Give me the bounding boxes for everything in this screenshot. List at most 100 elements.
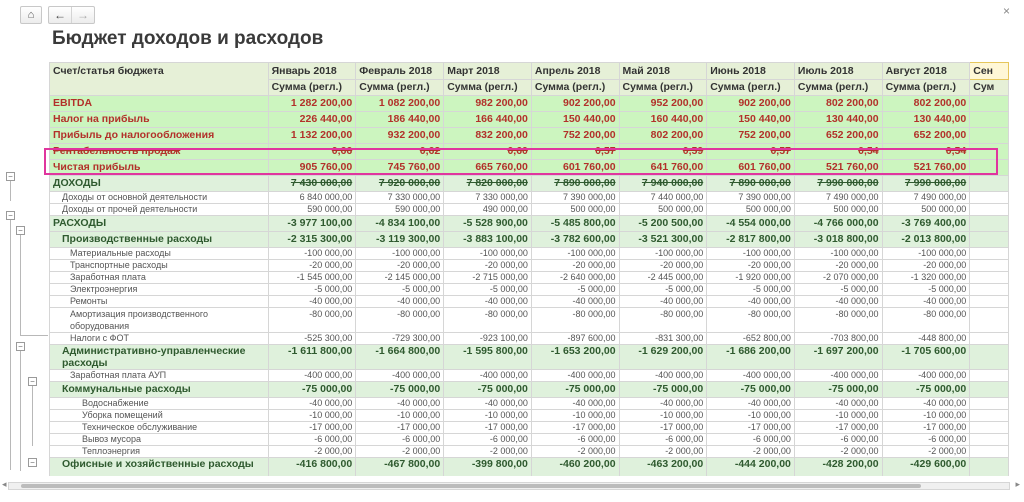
column-subheader[interactable]: Сумма (регл.) [443, 79, 532, 96]
table-cell[interactable]: 7 890 000,00 [530, 175, 620, 192]
column-header-account[interactable]: Счет/статья бюджета [49, 62, 269, 96]
table-cell[interactable] [969, 191, 1009, 204]
table-cell[interactable]: -2 715 000,00 [443, 271, 532, 284]
row-label[interactable]: Рентабельность продаж [49, 143, 269, 160]
table-cell[interactable]: -40 000,00 [881, 397, 971, 410]
scroll-left-icon[interactable]: ◂ [2, 479, 7, 489]
table-cell[interactable]: 7 440 000,00 [618, 191, 708, 204]
table-row[interactable]: Заработная плата АУП -400 000,00 -400 000,… [49, 369, 1009, 382]
table-cell[interactable]: 130 440,00 [793, 111, 883, 128]
table-cell[interactable]: -831 300,00 [618, 332, 708, 345]
table-cell[interactable]: -2 817 800,00 [706, 231, 795, 248]
column-header-month[interactable]: Март 2018 [443, 62, 532, 80]
table-cell[interactable]: 590 000,00 [355, 203, 445, 216]
table-cell[interactable] [969, 259, 1009, 272]
column-header-month[interactable]: Май 2018 [618, 62, 708, 80]
table-cell[interactable] [969, 433, 1009, 446]
table-cell[interactable]: -40 000,00 [793, 397, 883, 410]
table-cell[interactable]: -5 485 800,00 [530, 215, 620, 232]
row-label[interactable]: Налог на прибыль [49, 111, 269, 128]
table-cell[interactable]: -100 000,00 [355, 247, 445, 260]
table-cell[interactable]: -448 800,00 [881, 332, 971, 345]
table-cell[interactable]: 802 200,00 [881, 95, 971, 112]
table-cell[interactable]: 7 940 000,00 [618, 175, 708, 192]
table-cell[interactable]: -40 000,00 [267, 397, 357, 410]
row-label[interactable]: Доходы от прочей деятельности [49, 203, 269, 216]
table-cell[interactable]: -2 000,00 [267, 445, 357, 458]
table-cell[interactable] [969, 111, 1009, 128]
table-cell[interactable]: -2 445 000,00 [618, 271, 708, 284]
table-cell[interactable]: -1 664 800,00 [355, 344, 445, 370]
table-cell[interactable]: -17 000,00 [881, 421, 971, 434]
table-cell[interactable]: 652 200,00 [881, 127, 971, 144]
table-cell[interactable]: 745 760,00 [355, 159, 445, 176]
table-cell[interactable]: -80 000,00 [793, 307, 883, 333]
table-cell[interactable]: -400 000,00 [618, 369, 708, 382]
table-cell[interactable]: -75 000,00 [355, 381, 445, 398]
table-cell[interactable]: 7 820 000,00 [443, 175, 532, 192]
table-cell[interactable]: -652 800,00 [706, 332, 795, 345]
row-label[interactable]: Чистая прибыль [49, 159, 269, 176]
table-cell[interactable]: -40 000,00 [706, 397, 795, 410]
table-cell[interactable]: 905 760,00 [267, 159, 357, 176]
arrow-right-icon[interactable]: → [71, 7, 94, 23]
table-cell[interactable]: 0,54 [881, 143, 971, 160]
table-row[interactable]: EBITDA 1 282 200,00 1 082 200,00 982 200,00… [49, 95, 1009, 112]
table-cell[interactable]: -75 000,00 [881, 381, 971, 398]
table-cell[interactable]: -2 000,00 [443, 445, 532, 458]
table-cell[interactable]: -80 000,00 [881, 307, 971, 333]
table-cell[interactable]: -3 521 300,00 [618, 231, 708, 248]
table-cell[interactable]: 7 890 000,00 [706, 175, 795, 192]
table-cell[interactable]: 166 440,00 [443, 111, 532, 128]
table-cell[interactable]: 7 990 000,00 [793, 175, 883, 192]
column-header-month[interactable]: Февраль 2018 [355, 62, 445, 80]
column-subheader[interactable]: Сумма (регл.) [355, 79, 445, 96]
table-cell[interactable]: -463 200,00 [618, 457, 708, 476]
table-cell[interactable]: -17 000,00 [443, 421, 532, 434]
table-cell[interactable] [969, 369, 1009, 382]
column-subheader[interactable]: Сумма (регл.) [618, 79, 708, 96]
table-row[interactable]: Электроэнергия -5 000,00 -5 000,00 -5 000,0… [49, 283, 1009, 296]
table-cell[interactable]: -1 686 200,00 [706, 344, 795, 370]
row-label[interactable]: Ремонты [49, 295, 269, 308]
table-cell[interactable]: -40 000,00 [881, 295, 971, 308]
collapse-icon[interactable]: − [6, 211, 15, 220]
table-cell[interactable]: 7 490 000,00 [793, 191, 883, 204]
table-cell[interactable]: -17 000,00 [355, 421, 445, 434]
table-cell[interactable]: 902 200,00 [530, 95, 620, 112]
table-cell[interactable]: -6 000,00 [618, 433, 708, 446]
table-cell[interactable]: 150 440,00 [530, 111, 620, 128]
table-cell[interactable]: -100 000,00 [881, 247, 971, 260]
table-row[interactable]: Техническое обслуживание -17 000,00 -17 00… [49, 421, 1009, 434]
row-label[interactable]: Амортизация производственного оборудован… [49, 307, 269, 333]
table-cell[interactable]: -80 000,00 [706, 307, 795, 333]
table-cell[interactable]: 160 440,00 [618, 111, 708, 128]
table-cell[interactable]: -100 000,00 [618, 247, 708, 260]
table-row[interactable]: Транспортные расходы -20 000,00 -20 000,00… [49, 259, 1009, 272]
table-cell[interactable] [969, 409, 1009, 422]
table-cell[interactable]: 500 000,00 [530, 203, 620, 216]
row-label[interactable]: Электроэнергия [49, 283, 269, 296]
table-row[interactable]: ДОХОДЫ 7 430 000,00 7 920 000,00 7 820 000,… [49, 175, 1009, 192]
table-cell[interactable]: -100 000,00 [706, 247, 795, 260]
table-cell[interactable]: -1 629 200,00 [618, 344, 708, 370]
table-row[interactable]: Прибыль до налогообложения 1 132 200,00 93… [49, 127, 1009, 144]
table-cell[interactable]: -400 000,00 [793, 369, 883, 382]
table-cell[interactable]: -10 000,00 [793, 409, 883, 422]
row-label[interactable]: Водоснабжение [49, 397, 269, 410]
table-cell[interactable]: -1 697 200,00 [793, 344, 883, 370]
table-cell[interactable]: 952 200,00 [618, 95, 708, 112]
table-cell[interactable]: -40 000,00 [355, 397, 445, 410]
table-cell[interactable]: -40 000,00 [530, 397, 620, 410]
row-label[interactable]: Доходы от основной деятельности [49, 191, 269, 204]
table-cell[interactable]: -2 000,00 [618, 445, 708, 458]
table-cell[interactable]: -2 070 000,00 [793, 271, 883, 284]
table-cell[interactable]: -429 600,00 [881, 457, 971, 476]
column-subheader[interactable]: Сумма (регл.) [793, 79, 883, 96]
table-cell[interactable] [969, 344, 1009, 370]
table-row[interactable]: Чистая прибыль 905 760,00 745 760,00 665 76… [49, 159, 1009, 176]
table-cell[interactable]: 0,57 [530, 143, 620, 160]
row-label[interactable]: Налоги с ФОТ [49, 332, 269, 345]
table-cell[interactable]: -703 800,00 [793, 332, 883, 345]
table-cell[interactable]: -20 000,00 [267, 259, 357, 272]
